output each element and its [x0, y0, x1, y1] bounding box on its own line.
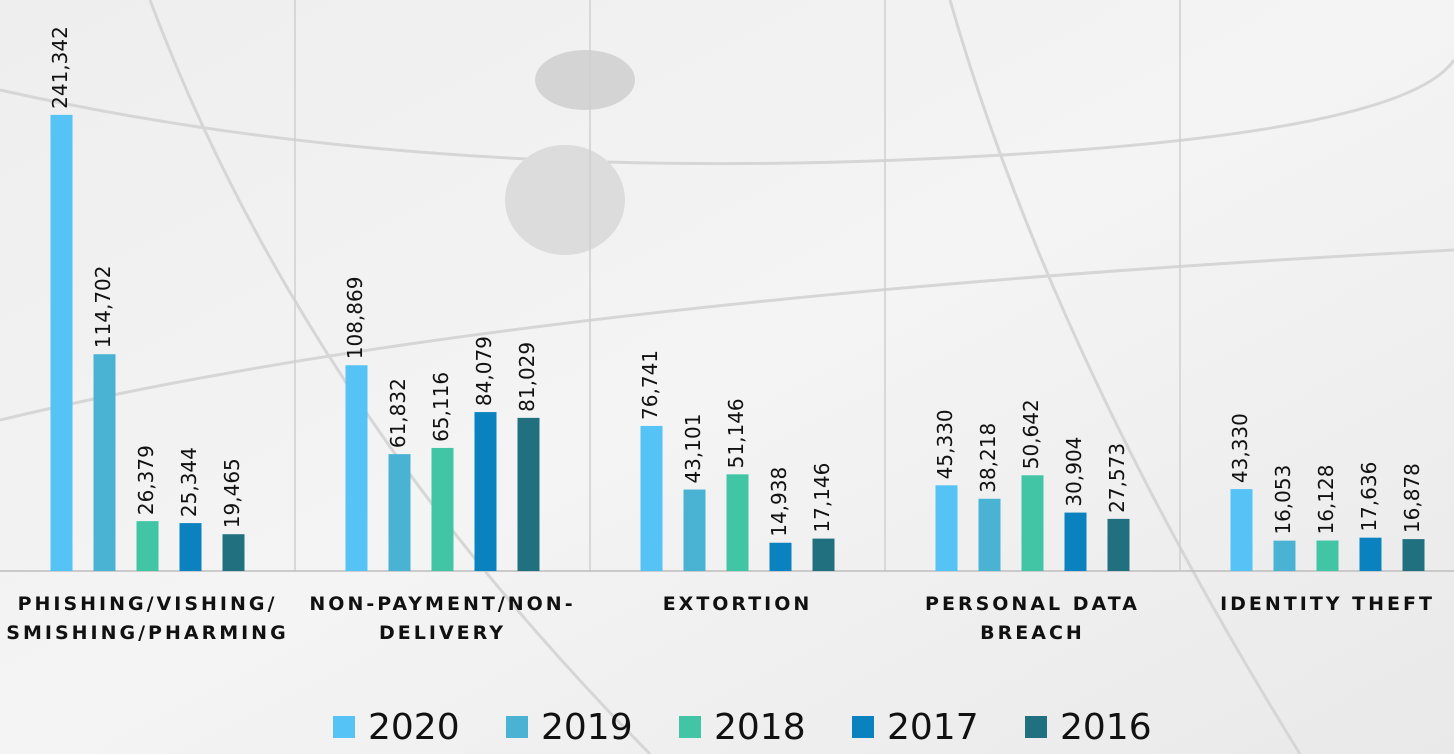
data-label: 43,330 [1228, 413, 1252, 483]
bar [1021, 475, 1044, 571]
data-label: 76,741 [638, 350, 662, 420]
legend-label: 2019 [541, 707, 633, 748]
bar [474, 412, 497, 571]
x-tick-label: SMISHING/PHARMING [6, 622, 288, 644]
legend-swatch [852, 716, 874, 738]
bar [1402, 539, 1425, 571]
data-label: 16,128 [1314, 465, 1338, 535]
data-label: 43,101 [681, 414, 705, 484]
legend-label: 2018 [714, 707, 806, 748]
data-label: 38,218 [976, 423, 1000, 493]
bar [431, 447, 454, 571]
x-tick-label: DELIVERY [379, 622, 506, 644]
pin-decoration [535, 50, 635, 110]
legend-label: 2020 [368, 707, 460, 748]
data-label: 16,053 [1271, 465, 1295, 535]
data-label: 26,379 [134, 445, 158, 515]
data-label: 84,079 [472, 336, 496, 406]
x-tick-label: EXTORTION [663, 593, 813, 615]
bar [1107, 518, 1130, 571]
x-tick-label: BREACH [980, 622, 1085, 644]
bar [1359, 537, 1382, 571]
data-label: 25,344 [177, 447, 201, 517]
data-label: 14,938 [767, 467, 791, 537]
data-label: 65,116 [429, 372, 453, 442]
bar [136, 521, 159, 571]
data-label: 17,146 [810, 463, 834, 533]
data-label: 51,146 [724, 398, 748, 468]
legend-swatch [679, 716, 701, 738]
bar [683, 489, 706, 571]
bar [978, 498, 1001, 571]
bar [50, 114, 73, 571]
data-label: 241,342 [48, 26, 72, 109]
data-label: 27,573 [1105, 443, 1129, 513]
bar [93, 354, 116, 571]
bar [345, 365, 368, 571]
data-label: 61,832 [386, 378, 410, 448]
data-label: 45,330 [933, 409, 957, 479]
bar [222, 534, 245, 571]
bar [1316, 540, 1339, 571]
data-label: 19,465 [220, 458, 244, 528]
data-label: 108,869 [343, 277, 367, 360]
data-label: 50,642 [1019, 399, 1043, 469]
legend-label: 2016 [1060, 707, 1152, 748]
bar [935, 485, 958, 571]
bar [1230, 489, 1253, 571]
legend-swatch [333, 716, 355, 738]
data-label: 114,702 [91, 265, 115, 348]
bar [179, 523, 202, 571]
data-label: 30,904 [1062, 437, 1086, 507]
bar [640, 425, 663, 571]
x-tick-label: PERSONAL DATA [925, 593, 1140, 615]
data-label: 16,878 [1400, 463, 1424, 533]
bar [726, 474, 749, 571]
legend-swatch [506, 716, 528, 738]
bar [812, 538, 835, 571]
pin-decoration [505, 145, 625, 255]
bar [388, 454, 411, 571]
legend-label: 2017 [887, 707, 979, 748]
x-tick-label: NON-PAYMENT/NON- [309, 593, 575, 615]
bar [1273, 540, 1296, 571]
x-tick-label: PHISHING/VISHING/ [18, 593, 278, 615]
bar [517, 417, 540, 571]
bar [1064, 512, 1087, 571]
data-label: 81,029 [515, 342, 539, 412]
bar [769, 542, 792, 571]
data-label: 17,636 [1357, 462, 1381, 532]
x-tick-label: IDENTITY THEFT [1220, 593, 1435, 615]
legend-swatch [1025, 716, 1047, 738]
